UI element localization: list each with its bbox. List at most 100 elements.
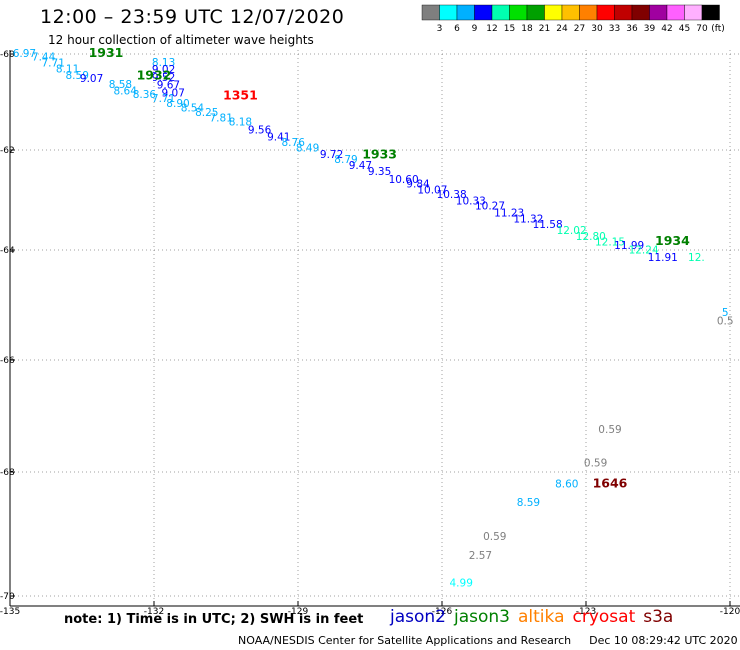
data-point-label: 8.90 xyxy=(166,98,189,110)
y-tick-label: -66 xyxy=(0,356,15,366)
legend-entry-s3a: s3a xyxy=(643,607,674,627)
colorbar-label: 70 xyxy=(696,24,708,34)
colorbar-label: 27 xyxy=(574,24,585,34)
data-point-label: 9.56 xyxy=(248,125,272,137)
colorbar-label: 6 xyxy=(454,24,460,34)
colorbar-label: 3 xyxy=(437,24,443,34)
data-point-label: 4.99 xyxy=(450,578,473,590)
colorbar-label: 30 xyxy=(591,24,603,34)
data-point-label: 8.60 xyxy=(555,479,578,491)
pass-time-label: 1351 xyxy=(223,88,258,103)
data-point-label: 9.41 xyxy=(267,131,290,143)
x-tick-label: -120 xyxy=(720,607,740,617)
data-point-label: 8.59 xyxy=(517,497,540,509)
pass-time-label: 1934 xyxy=(655,233,690,248)
data-point-label: 5 xyxy=(722,307,729,319)
data-point-label: 7.81 xyxy=(210,113,233,125)
data-point-label: 9.72 xyxy=(320,149,343,161)
x-tick-label: -132 xyxy=(144,607,164,617)
data-point-label: 11.99 xyxy=(614,240,644,252)
colorbar-label: 36 xyxy=(626,24,638,34)
data-point-label: 9.67 xyxy=(157,80,180,92)
data-point-label: 8.59 xyxy=(66,70,89,82)
data-point-label: 11.32 xyxy=(513,214,543,226)
satellite-legend: jason2 jason3 altika cryosat s3a xyxy=(390,607,681,627)
colorbar-swatch xyxy=(544,4,563,21)
data-point-label: 0.59 xyxy=(584,457,607,469)
data-point-label: 0.59 xyxy=(598,424,621,436)
x-tick-label: -135 xyxy=(0,607,20,617)
chart-subtitle: 12 hour collection of altimeter wave hei… xyxy=(48,33,314,47)
data-point-label: 9.84 xyxy=(406,179,430,191)
data-point-label: 9.52 xyxy=(152,72,175,84)
data-point-label: 8.25 xyxy=(195,107,218,119)
data-point-label: 9.07 xyxy=(80,73,103,85)
colorbar-swatch xyxy=(421,4,440,21)
colorbar-label: 45 xyxy=(679,24,690,34)
chart-grid xyxy=(9,50,740,607)
y-tick-label: -64 xyxy=(0,246,15,256)
data-point-label: 12. xyxy=(688,252,705,264)
data-point-label: 6.97 xyxy=(13,48,36,60)
legend-entry-jason2: jason2 xyxy=(390,607,446,627)
footer-timestamp: Dec 10 08:29:42 UTC 2020 xyxy=(589,634,738,647)
colorbar-swatch xyxy=(579,4,598,21)
y-tick-label: -70 xyxy=(0,592,15,602)
data-point-label: 12.02 xyxy=(557,225,587,237)
x-tick-label: -123 xyxy=(576,607,596,617)
colorbar-unit: (ft) xyxy=(711,24,725,34)
units-note: note: 1) Time is in UTC; 2) SWH is in fe… xyxy=(64,612,364,627)
colorbar-label: 39 xyxy=(644,24,656,34)
colorbar-legend: 3 6 9 12 15 18 21 24 27 30 33 36 39 42 45 70 (ft) xyxy=(421,4,725,34)
colorbar-label: 15 xyxy=(504,24,515,34)
data-point-label: 10.38 xyxy=(437,189,467,201)
pass-time-label: 1931 xyxy=(89,45,124,60)
data-point-label: 2.57 xyxy=(469,550,492,562)
data-point-label: 10.07 xyxy=(417,185,447,197)
y-tick-label: -60 xyxy=(0,50,15,60)
colorbar-swatch xyxy=(701,4,720,21)
axis-ticks: -135 -132 -129 -126 -123 -120 -60 -62 -64 -66 -68 -… xyxy=(0,50,740,617)
y-tick-label: -68 xyxy=(0,468,15,478)
data-point-label: 8.36 xyxy=(133,89,157,101)
pass-time-label: 1933 xyxy=(362,147,397,162)
data-point-label: 8.54 xyxy=(181,103,205,115)
colorbar-label: 9 xyxy=(472,24,478,34)
colorbar-label: 18 xyxy=(521,24,533,34)
colorbar-swatch xyxy=(614,4,633,21)
colorbar-label: 12 xyxy=(486,24,497,34)
data-point-label: 7.44 xyxy=(32,52,56,64)
data-point-label: 7.71 xyxy=(42,57,65,69)
data-point-label: 8.79 xyxy=(334,154,357,166)
colorbar-label: 21 xyxy=(539,24,550,34)
data-point-label: 11.23 xyxy=(494,208,524,220)
data-point-label: 11.91 xyxy=(648,252,678,264)
pass-time-label: 1646 xyxy=(593,476,628,491)
data-point-label: 10.60 xyxy=(389,174,419,186)
x-tick-label: -126 xyxy=(432,607,453,617)
data-point-label: 0.59 xyxy=(483,531,506,543)
colorbar-swatch xyxy=(491,4,510,21)
data-marks: 6.977.447.718.118.599.078.588.648.367.71… xyxy=(13,45,734,590)
colorbar-label: 24 xyxy=(556,24,568,34)
data-point-label: 12.24 xyxy=(629,244,659,256)
y-tick-label: -62 xyxy=(0,146,15,156)
colorbar-label: 42 xyxy=(661,24,672,34)
data-point-label: 8.13 xyxy=(152,57,175,69)
colorbar-swatch xyxy=(666,4,685,21)
colorbar-swatch xyxy=(509,4,528,21)
data-point-label: 8.49 xyxy=(296,143,319,155)
colorbar-label: 33 xyxy=(609,24,620,34)
data-point-label: 8.11 xyxy=(56,64,79,76)
colorbar-swatch xyxy=(474,4,493,21)
legend-entry-cryosat: cryosat xyxy=(572,607,636,627)
data-point-label: 7.71 xyxy=(152,93,175,105)
data-point-label: 9.35 xyxy=(368,166,391,178)
data-point-label: 0.5 xyxy=(717,315,734,327)
colorbar-swatch xyxy=(561,4,580,21)
data-point-label: 11.58 xyxy=(533,219,563,231)
data-point-label: 9.07 xyxy=(162,88,185,100)
colorbar-swatch xyxy=(526,4,545,21)
data-point-label: 12.15 xyxy=(595,237,625,249)
